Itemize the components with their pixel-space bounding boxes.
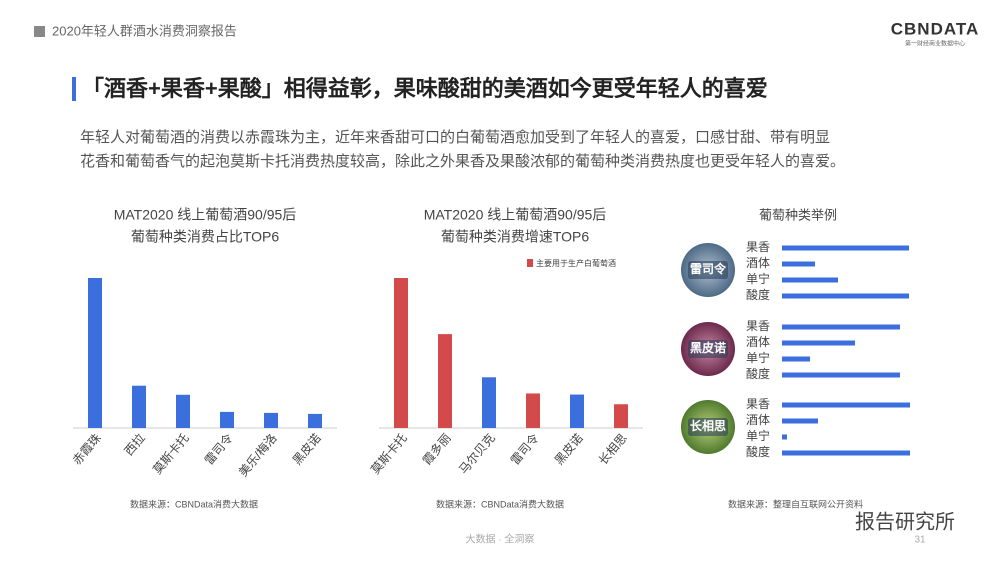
x-tick-label: 马尔贝克: [455, 430, 497, 476]
legend-swatch: [527, 259, 533, 267]
bar: [782, 293, 909, 299]
attribute-label: 酸度: [746, 366, 770, 381]
bar: [782, 450, 910, 456]
x-tick-label: 西拉: [121, 430, 148, 458]
attribute-label: 酒体: [746, 413, 770, 427]
bar: [570, 394, 584, 428]
x-tick-label: 黑皮诺: [290, 431, 324, 468]
bar: [132, 385, 146, 428]
bar: [176, 394, 190, 428]
x-tick-label: 莫斯卡托: [150, 431, 192, 477]
bar: [88, 278, 102, 428]
attribute-label: 酸度: [746, 444, 770, 459]
bar: [264, 412, 278, 428]
bar: [782, 261, 815, 267]
bar: [308, 413, 322, 428]
page-number: 31: [914, 535, 926, 546]
bar: [782, 434, 787, 440]
header-marker: [34, 26, 45, 37]
headline: 「酒香+果香+果酸」相得益彰，果味酸甜的美酒如今更受年轻人的喜爱: [82, 76, 768, 101]
x-tick-label: 长相思: [596, 431, 630, 468]
x-tick-label: 雷司令: [201, 430, 236, 467]
x-tick-label: 美乐/梅洛: [235, 430, 279, 479]
attribute-label: 果香: [746, 240, 770, 254]
bar: [394, 278, 408, 428]
bar: [782, 402, 910, 408]
report-title: 2020年轻人群酒水消费洞察报告: [52, 23, 237, 38]
attribute-label: 酸度: [746, 287, 770, 302]
attribute-label: 果香: [746, 319, 770, 333]
attribute-label: 单宁: [746, 271, 770, 286]
grape-label-bg: [688, 261, 728, 279]
attribute-label: 酒体: [746, 256, 770, 270]
legend-label: 主要用于生产白葡萄酒: [536, 258, 616, 268]
grape-label: 黑皮诺: [690, 340, 726, 355]
chart-title: MAT2020 线上葡萄酒90/95后: [114, 207, 297, 223]
bar: [782, 324, 900, 330]
x-tick-label: 莫斯卡托: [368, 431, 410, 477]
bar: [526, 393, 540, 428]
attribute-label: 单宁: [746, 428, 770, 443]
x-tick-label: 黑皮诺: [552, 431, 586, 468]
footer-tagline: 大数据 · 全洞察: [466, 533, 535, 546]
grape-label-bg: [688, 340, 728, 358]
source: 数据来源：整理自互联网公开资料: [728, 498, 863, 509]
bar: [782, 245, 909, 251]
grape-label-bg: [688, 418, 728, 436]
grape-label: 长相思: [690, 418, 726, 433]
bar: [482, 377, 496, 428]
bar: [782, 277, 838, 283]
bar: [220, 411, 234, 428]
chart-title: 葡萄种类消费增速TOP6: [441, 229, 590, 245]
source: 数据来源：CBNData消费大数据: [130, 498, 258, 509]
bar: [782, 372, 900, 378]
body-line: 花香和葡萄香气的起泡莫斯卡托消费热度较高，除此之外果香及果酸浓郁的葡萄种类消费热…: [80, 152, 845, 170]
bar: [438, 334, 452, 428]
watermark: 报告研究所: [855, 510, 955, 533]
chart-title: MAT2020 线上葡萄酒90/95后: [424, 207, 607, 223]
attribute-label: 果香: [746, 397, 770, 411]
chart-title: 葡萄种类举例: [759, 207, 837, 222]
source: 数据来源：CBNData消费大数据: [436, 498, 564, 509]
bar: [782, 356, 810, 362]
body-line: 年轻人对葡萄酒的消费以赤霞珠为主，近年来香甜可口的白葡萄酒愈加受到了年轻人的喜爱…: [80, 129, 830, 146]
attribute-label: 酒体: [746, 335, 770, 349]
x-tick-label: 雷司令: [507, 430, 542, 467]
logo: CBNDATA: [891, 19, 980, 38]
chart-title: 葡萄种类消费占比TOP6: [131, 229, 280, 245]
bar: [614, 404, 628, 428]
headline-marker: [72, 77, 76, 101]
logo-sub: 第一财经商业数据中心: [905, 40, 965, 48]
attribute-label: 单宁: [746, 350, 770, 365]
grape-label: 雷司令: [690, 261, 727, 276]
x-tick-label: 霞多丽: [420, 431, 454, 468]
bar: [782, 418, 818, 424]
bar: [782, 340, 855, 346]
x-tick-label: 赤霞珠: [70, 431, 104, 468]
